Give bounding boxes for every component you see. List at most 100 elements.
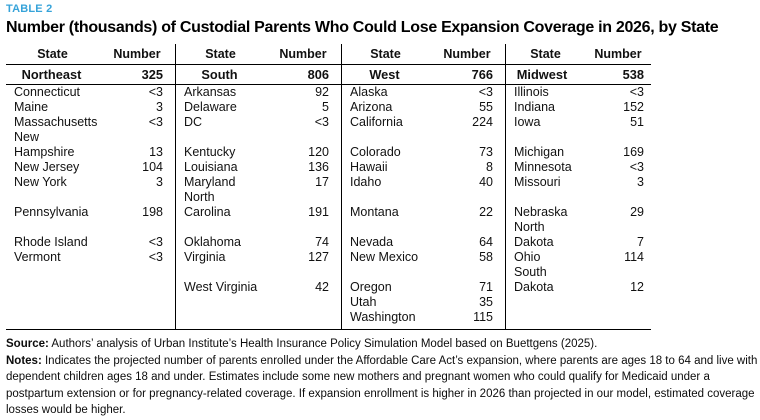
table-cell: North Carolina 191: [175, 190, 341, 220]
state-value: 127: [308, 250, 329, 264]
state-value: <3: [629, 160, 644, 174]
table-cell: Louisiana 136: [175, 160, 341, 175]
table-row: Utah 35: [6, 295, 651, 310]
table-cell: Virginia 127: [175, 250, 341, 265]
state-name: DC: [184, 115, 203, 129]
state-value: 136: [308, 160, 329, 174]
table-cell: Pennsylvania 198: [6, 190, 175, 220]
table-cell: Arkansas 92: [175, 85, 341, 100]
region-name: Northeast: [21, 67, 82, 82]
source-label: Source:: [6, 338, 49, 350]
column-header-cell: State Number: [505, 44, 651, 65]
notes-note: Notes: Indicates the projected number of…: [6, 353, 758, 419]
table-cell: Rhode Island <3: [6, 220, 175, 250]
table-cell: West Virginia 42: [175, 265, 341, 295]
region-total: 806: [307, 67, 329, 82]
table-cell: Maryland 17: [175, 175, 341, 190]
table-cell: Ohio 114: [505, 250, 651, 265]
column-header-number: Number: [443, 46, 491, 61]
column-header-number: Number: [113, 46, 161, 61]
state-name: Montana: [350, 205, 399, 219]
table-row: Vermont <3 Virginia 127 New Mexico 58 Ohio 114: [6, 250, 651, 265]
table-cell: New Mexico 58: [341, 250, 505, 265]
table-cell: [505, 295, 651, 310]
table-cell: Delaware 5: [175, 100, 341, 115]
table-cell: [6, 295, 175, 310]
state-value: 104: [142, 160, 163, 174]
state-name: Virginia: [184, 250, 226, 264]
table-cell: Montana 22: [341, 190, 505, 220]
notes-text: Indicates the projected number of parent…: [6, 354, 758, 417]
source-text: Authors’ analysis of Urban Institute’s H…: [48, 338, 598, 350]
state-value: <3: [148, 250, 163, 264]
column-header-state: State: [205, 46, 236, 61]
region-name: Midwest: [516, 67, 568, 82]
footnotes: Source: Authors’ analysis of Urban Insti…: [6, 336, 758, 419]
state-name: New York: [14, 175, 67, 189]
state-name: Pennsylvania: [14, 205, 89, 219]
state-value: <3: [148, 85, 163, 99]
state-value: <3: [629, 85, 644, 99]
region-total: 766: [471, 67, 493, 82]
column-header-state: State: [530, 46, 561, 61]
state-name: Arizona: [350, 100, 393, 114]
state-value: 13: [149, 145, 163, 159]
column-header-cell: State Number: [175, 44, 341, 65]
state-name: South Dakota: [514, 265, 554, 294]
state-name: Alaska: [350, 85, 388, 99]
state-value: 73: [479, 145, 493, 159]
state-value: 64: [479, 235, 493, 249]
table-cell: Missouri 3: [505, 175, 651, 190]
state-value: 58: [479, 250, 493, 264]
state-value: 55: [479, 100, 493, 114]
state-value: 17: [315, 175, 329, 189]
state-name: Colorado: [350, 145, 401, 159]
state-value: <3: [314, 115, 329, 129]
state-value: 224: [472, 115, 493, 129]
state-name: Nebraska: [514, 205, 568, 219]
state-value: 169: [623, 145, 644, 159]
state-name: New Hampshire: [14, 130, 75, 159]
table-cell: Alaska <3: [341, 85, 505, 100]
table-cell: Hawaii 8: [341, 160, 505, 175]
table-title: Number (thousands) of Custodial Parents …: [6, 19, 719, 36]
table-row: Connecticut <3 Arkansas 92 Alaska <3 Illinois <…: [6, 85, 651, 100]
table-row: Maine 3 Delaware 5 Arizona 55 Indiana 152: [6, 100, 651, 115]
column-header-state: State: [370, 46, 401, 61]
region-name: South: [201, 67, 238, 82]
table-cell: North Dakota 7: [505, 220, 651, 250]
state-value: 29: [630, 205, 644, 219]
table-cell: New Hampshire 13: [6, 130, 175, 160]
state-value: 152: [623, 100, 644, 114]
state-value: 22: [479, 205, 493, 219]
region-name: West: [369, 67, 400, 82]
table-cell: Michigan 169: [505, 130, 651, 160]
state-value: 120: [308, 145, 329, 159]
state-value: 12: [630, 280, 644, 294]
state-value: 114: [624, 250, 644, 264]
state-value: 51: [630, 115, 644, 129]
table-cell: [6, 265, 175, 295]
state-name: Rhode Island: [14, 235, 88, 249]
region-summary-row: Northeast 325 South 806 West 766 Midwest 538: [6, 65, 651, 85]
state-name: Utah: [350, 295, 377, 309]
table-row: Massachusetts <3 DC <3 California 224 Iowa 51: [6, 115, 651, 130]
table-row: Washington 115: [6, 310, 651, 329]
state-value: 5: [322, 100, 329, 114]
notes-label: Notes:: [6, 354, 42, 367]
table-cell: South Dakota 12: [505, 265, 651, 295]
column-header-state: State: [37, 46, 68, 61]
state-value: 71: [479, 280, 493, 294]
state-value: 92: [315, 85, 329, 99]
column-header-number: Number: [279, 46, 327, 61]
table-row: New Jersey 104 Louisiana 136 Hawaii 8 Minnesot…: [6, 160, 651, 175]
table-row: New York 3 Maryland 17 Idaho 40 Missouri 3: [6, 175, 651, 190]
state-name: Ohio: [514, 250, 541, 264]
state-value: 8: [486, 160, 493, 174]
state-value: 191: [308, 205, 329, 219]
region-cell: South 806: [175, 65, 341, 85]
state-name: Michigan: [514, 145, 565, 159]
table-number-label: TABLE 2: [6, 3, 53, 15]
state-name: Maryland: [184, 175, 236, 189]
